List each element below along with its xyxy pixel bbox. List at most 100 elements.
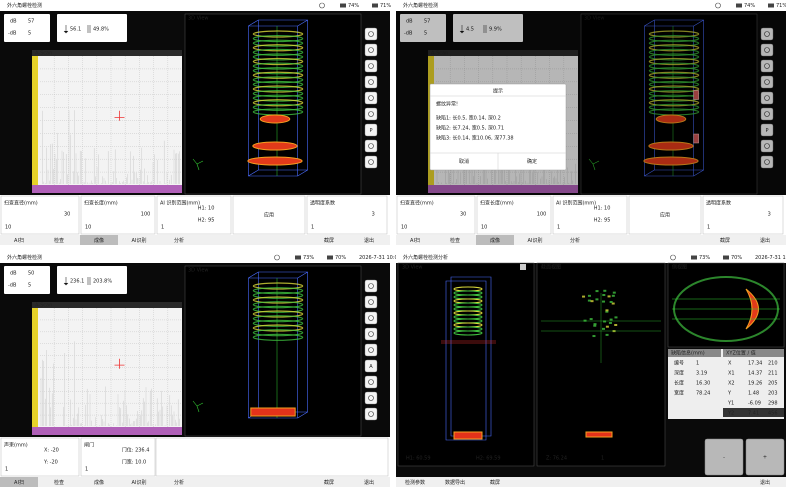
thread-ring	[648, 53, 700, 61]
param-cell[interactable]	[0, 195, 80, 235]
thread-ring	[252, 301, 304, 309]
section-speckle	[593, 324, 597, 327]
ascan-header	[32, 302, 182, 308]
tool-button[interactable]	[760, 91, 774, 105]
tool-button[interactable]	[760, 27, 774, 41]
param-cell[interactable]	[306, 195, 388, 235]
h2-value: H2: 69.59	[476, 456, 501, 462]
tool-button[interactable]	[364, 407, 378, 421]
param-step: 1	[707, 225, 710, 231]
box-wireframe	[445, 276, 492, 441]
param-value: H2: 95	[198, 218, 215, 224]
param-cell[interactable]	[80, 437, 156, 477]
label: P	[369, 128, 372, 134]
tool-button[interactable]	[760, 75, 774, 89]
tab: 分析	[570, 237, 580, 244]
param-cell[interactable]	[0, 437, 80, 477]
battery-icon	[327, 255, 333, 260]
tool-button[interactable]	[364, 391, 378, 405]
zoom-button[interactable]	[745, 438, 785, 476]
param-cell[interactable]	[702, 195, 784, 235]
z-value: Z: 76.24	[546, 456, 567, 462]
tool-icon	[764, 143, 770, 149]
param-value: 3	[372, 212, 375, 218]
table-cell: 宽度	[674, 390, 684, 397]
title-bar	[0, 0, 390, 11]
tool-button[interactable]	[760, 107, 774, 121]
table-cell: X	[728, 361, 732, 367]
tool-button[interactable]	[364, 375, 378, 389]
param-cell[interactable]	[476, 195, 552, 235]
scale-bar	[32, 185, 182, 193]
defect-blob	[247, 156, 303, 166]
param-cell[interactable]	[552, 195, 628, 235]
tool-button[interactable]	[364, 123, 378, 137]
tool-button[interactable]	[364, 27, 378, 41]
title-bar	[396, 252, 786, 263]
param-step: 10	[5, 225, 11, 231]
panel: 外六角螺栓检测 74% 71% dB 57 -dB 5 4.5 9.9% A-Scan 3D Vie…	[396, 0, 786, 245]
tool-icon	[764, 111, 770, 117]
thread-ring	[648, 39, 700, 47]
table-cell: 17.34	[748, 361, 762, 367]
thread-ring	[252, 310, 304, 318]
param-cell[interactable]	[232, 195, 306, 235]
tool-icon	[764, 159, 770, 165]
tab-active	[80, 235, 118, 245]
tool-button[interactable]	[760, 139, 774, 153]
tool-button[interactable]	[364, 155, 378, 169]
ruler	[32, 56, 38, 185]
thread-ring	[252, 103, 304, 111]
section-speckle	[611, 302, 615, 305]
tab: 退出	[760, 237, 770, 244]
tool-button[interactable]	[760, 59, 774, 73]
thread-ring	[252, 89, 304, 98]
param-label: AI 识别范围(mm)	[160, 200, 200, 207]
tab: 退出	[760, 479, 770, 486]
table-cell: 78.24	[696, 391, 710, 397]
app-title: 外六角螺栓检测分析	[403, 254, 448, 261]
tool-button[interactable]	[760, 155, 774, 169]
tool-button[interactable]	[364, 107, 378, 121]
param-cell[interactable]	[628, 195, 702, 235]
tool-icon	[764, 47, 770, 53]
thread-ring	[252, 324, 304, 332]
tool-button[interactable]	[364, 43, 378, 57]
tool-button[interactable]	[364, 295, 378, 309]
tool-button[interactable]	[364, 279, 378, 293]
tool-icon	[368, 95, 374, 101]
tool-button[interactable]	[364, 327, 378, 341]
h1-value: H1: 60.59	[406, 456, 431, 462]
tool-button[interactable]	[364, 139, 378, 153]
param-value: 30	[64, 212, 70, 218]
status-text: 73%	[303, 255, 314, 261]
tool-button[interactable]	[364, 75, 378, 89]
tool-icon	[764, 95, 770, 101]
readout-label: -dB	[8, 283, 17, 289]
tool-button[interactable]	[760, 43, 774, 57]
tab-bar	[0, 235, 390, 245]
tool-button[interactable]	[364, 359, 378, 373]
battery-icon	[295, 255, 301, 260]
tab: 检查	[54, 479, 64, 486]
param-cell[interactable]	[80, 195, 156, 235]
thread-ring	[252, 94, 304, 102]
tool-icon	[368, 31, 374, 37]
dialog-message: 螺纹异常!	[436, 101, 458, 108]
zoom-button[interactable]	[704, 438, 744, 476]
battery-icon	[768, 3, 774, 8]
param-cell[interactable]	[156, 195, 232, 235]
table-bg	[668, 349, 784, 419]
tool-button[interactable]	[364, 59, 378, 73]
defect-marker	[693, 133, 699, 144]
tool-button[interactable]	[364, 343, 378, 357]
row-selected	[723, 408, 784, 417]
axis-gizmo	[588, 158, 600, 171]
tool-button[interactable]	[760, 123, 774, 137]
section-speckle	[587, 299, 591, 302]
tool-button[interactable]	[364, 91, 378, 105]
param-cell[interactable]	[396, 195, 476, 235]
tool-button[interactable]	[364, 311, 378, 325]
table-cell: 3.19	[696, 371, 707, 377]
defect-blob	[648, 141, 694, 151]
